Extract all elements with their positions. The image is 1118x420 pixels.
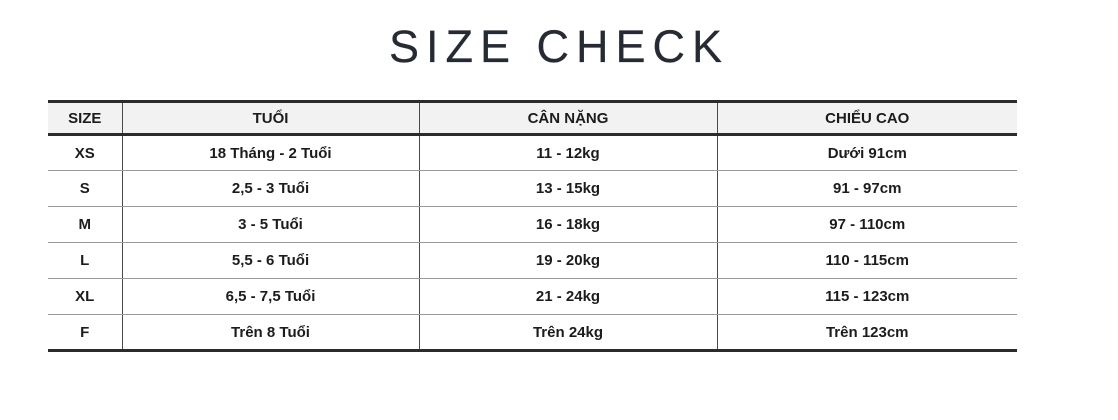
cell-height: 110 - 115cm (716, 242, 1017, 279)
cell-weight: Trên 24kg (418, 314, 717, 352)
cell-height: Trên 123cm (716, 314, 1017, 352)
size-table-header: SIZE TUỔI CÂN NẶNG CHIỂU CAO (48, 100, 1017, 136)
cell-weight: 21 - 24kg (418, 278, 717, 315)
size-table-body: XS 18 Tháng - 2 Tuổi 11 - 12kg Dưới 91cm… (48, 134, 1017, 352)
size-table: SIZE TUỔI CÂN NẶNG CHIỂU CAO XS 18 Tháng… (48, 100, 1017, 352)
cell-age: 18 Tháng - 2 Tuổi (121, 134, 419, 171)
cell-age: 6,5 - 7,5 Tuổi (121, 278, 419, 315)
cell-size: XS (48, 134, 122, 171)
header-size: SIZE (48, 100, 122, 136)
cell-height: Dưới 91cm (716, 134, 1017, 171)
table-row-xs: XS 18 Tháng - 2 Tuổi 11 - 12kg Dưới 91cm (48, 134, 1017, 171)
cell-size: M (48, 206, 122, 243)
cell-weight: 11 - 12kg (418, 134, 717, 171)
cell-age: 5,5 - 6 Tuổi (121, 242, 419, 279)
table-row-f: F Trên 8 Tuổi Trên 24kg Trên 123cm (48, 314, 1017, 352)
cell-age: 3 - 5 Tuổi (121, 206, 419, 243)
cell-size: S (48, 170, 122, 207)
cell-size: XL (48, 278, 122, 315)
cell-size: F (48, 314, 122, 352)
table-row-s: S 2,5 - 3 Tuổi 13 - 15kg 91 - 97cm (48, 170, 1017, 207)
header-height: CHIỂU CAO (716, 100, 1017, 136)
header-row: SIZE TUỔI CÂN NẶNG CHIỂU CAO (48, 100, 1017, 136)
cell-height: 97 - 110cm (716, 206, 1017, 243)
cell-weight: 19 - 20kg (418, 242, 717, 279)
table-row-xl: XL 6,5 - 7,5 Tuổi 21 - 24kg 115 - 123cm (48, 278, 1017, 315)
cell-height: 91 - 97cm (716, 170, 1017, 207)
cell-weight: 16 - 18kg (418, 206, 717, 243)
cell-age: 2,5 - 3 Tuổi (121, 170, 419, 207)
cell-weight: 13 - 15kg (418, 170, 717, 207)
cell-size: L (48, 242, 122, 279)
cell-height: 115 - 123cm (716, 278, 1017, 315)
table-row-l: L 5,5 - 6 Tuổi 19 - 20kg 110 - 115cm (48, 242, 1017, 279)
header-weight: CÂN NẶNG (418, 100, 717, 136)
header-age: TUỔI (121, 100, 419, 136)
page-title: SIZE CHECK (388, 21, 730, 72)
cell-age: Trên 8 Tuổi (121, 314, 419, 352)
table-row-m: M 3 - 5 Tuổi 16 - 18kg 97 - 110cm (48, 206, 1017, 243)
